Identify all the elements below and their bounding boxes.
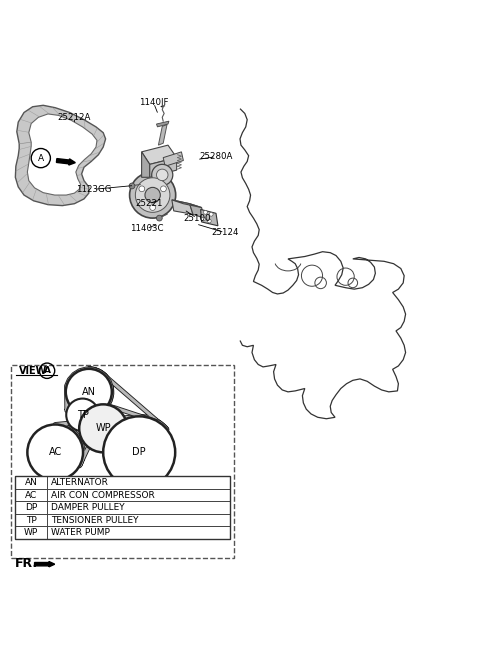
Text: AIR CON COMPRESSOR: AIR CON COMPRESSOR [51,491,155,499]
Text: AC: AC [25,491,37,499]
Text: WATER PUMP: WATER PUMP [51,528,110,537]
Bar [15,476,230,489]
Text: WP: WP [24,528,38,537]
Circle shape [156,169,168,181]
Polygon shape [150,158,177,177]
Text: AN: AN [24,478,37,487]
Polygon shape [172,200,193,214]
Text: ALTERNATOR: ALTERNATOR [51,478,109,487]
Circle shape [135,178,170,212]
Text: 25212A: 25212A [58,113,91,122]
Text: TENSIONER PULLEY: TENSIONER PULLEY [51,516,139,524]
Text: A: A [38,154,44,162]
Text: WP: WP [96,423,111,434]
FancyArrow shape [57,158,75,165]
Circle shape [150,205,156,210]
Circle shape [130,172,176,218]
Circle shape [66,399,99,431]
Text: 25280A: 25280A [199,152,233,161]
Text: 11403C: 11403C [130,224,163,233]
Text: 25221: 25221 [135,199,163,208]
Circle shape [207,219,211,223]
Bar [11,365,234,558]
Bar [15,526,230,539]
Circle shape [129,183,135,189]
Text: 25100: 25100 [183,214,211,223]
Text: 1123GG: 1123GG [76,185,111,194]
Circle shape [204,210,207,214]
Polygon shape [15,105,106,206]
Bar [15,501,230,514]
Text: VIEW: VIEW [19,366,48,376]
Polygon shape [163,152,183,166]
Circle shape [202,217,205,221]
FancyArrow shape [35,562,55,567]
Polygon shape [142,145,177,164]
Polygon shape [201,210,218,226]
Text: AC: AC [48,447,62,457]
Text: TP: TP [77,410,88,420]
Circle shape [27,424,83,480]
Circle shape [66,369,112,415]
Circle shape [103,417,175,488]
Polygon shape [27,114,97,195]
Circle shape [209,212,213,216]
Text: TP: TP [25,516,36,524]
Polygon shape [156,121,169,127]
Bar [15,489,230,501]
Circle shape [161,186,167,192]
Text: DP: DP [25,503,37,512]
Polygon shape [158,124,167,145]
Text: DAMPER PULLEY: DAMPER PULLEY [51,503,125,512]
Polygon shape [172,200,202,208]
Text: A: A [44,366,50,375]
Text: AN: AN [82,387,96,397]
Circle shape [152,164,173,185]
Circle shape [145,187,160,203]
Polygon shape [190,204,204,218]
Text: 25124: 25124 [211,228,239,237]
Bar [15,476,230,539]
Polygon shape [142,152,150,177]
Text: 1140JF: 1140JF [139,99,168,107]
Text: FR.: FR. [14,557,37,570]
Bar [15,514,230,526]
Text: DP: DP [132,447,146,457]
Circle shape [156,215,162,221]
Circle shape [139,186,144,192]
Circle shape [79,404,127,452]
